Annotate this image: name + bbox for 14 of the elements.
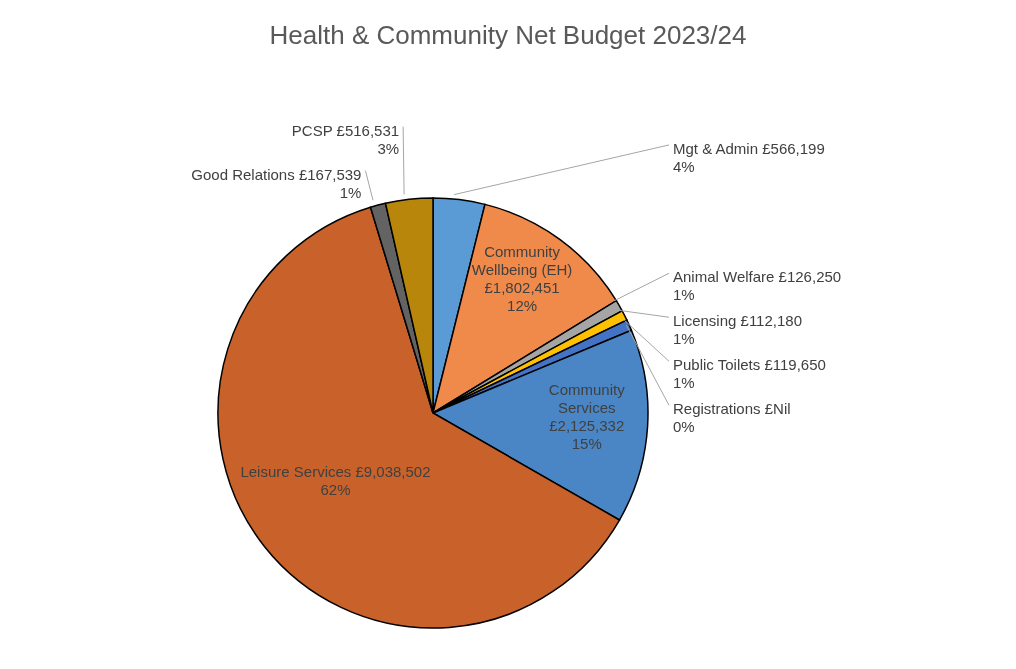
data-label: £2,125,332 15% bbox=[549, 416, 625, 452]
slice-label: Licensing £112,180 1% bbox=[673, 312, 802, 348]
slice-label: Good Relations £167,539 1% bbox=[191, 165, 362, 201]
chart-title: Health & Community Net Budget 2023/24 bbox=[269, 20, 747, 50]
slice-label: PCSP £516,531 3% bbox=[291, 121, 400, 157]
text: 0% bbox=[673, 418, 695, 436]
slice-label: Mgt & Admin £566,199 4% bbox=[673, 139, 825, 175]
slice-label: Community Wellbeing (EH) bbox=[471, 242, 573, 278]
slice-label: Public Toilets £119,650 1% bbox=[673, 356, 826, 392]
slice-label: Animal Welfare £126,250 1% bbox=[673, 268, 842, 304]
slice-label: Community Services bbox=[548, 380, 626, 416]
category-label: Registrations £Nil bbox=[673, 400, 791, 418]
slice-label: Leisure Services £9,038,502 62% bbox=[240, 462, 431, 498]
data-label: £1,802,451 12% bbox=[484, 278, 560, 314]
